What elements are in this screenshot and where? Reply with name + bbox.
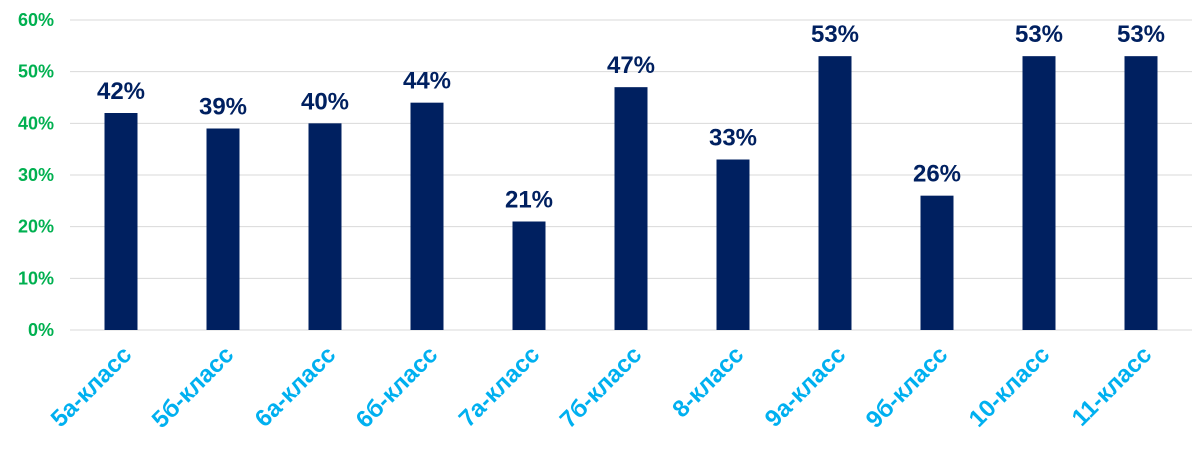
data-label: 40% [301,88,349,115]
data-label: 53% [811,21,859,48]
x-tick-label: 5б-класс [147,341,239,433]
bar [308,123,342,330]
y-tick-label: 60% [18,10,54,30]
bar [104,113,138,330]
x-tick-label: 8-класс [667,341,749,423]
x-tick-label: 7а-класс [454,341,545,432]
x-tick-label: 9б-класс [861,341,953,433]
data-label: 42% [97,78,145,105]
bar [818,56,852,331]
x-tick-label: 7б-класс [555,341,647,433]
x-tick-label: 9а-класс [760,341,851,432]
bar [716,159,750,330]
y-tick-label: 10% [18,268,54,288]
bar [512,221,546,330]
y-tick-label: 50% [18,62,54,82]
data-label: 53% [1117,21,1165,48]
bar [1022,56,1056,331]
data-labels: 42% 39% 40% 44% 21% 47% 33% 53% 26% 53% 53% [97,21,1165,213]
y-tick-label: 20% [18,217,54,237]
bar [920,195,954,330]
bars [104,56,1158,331]
data-label: 47% [607,52,655,79]
x-tick-label: 6б-класс [351,341,443,433]
y-tick-label: 40% [18,113,54,133]
data-label: 39% [199,94,247,121]
bar [1124,56,1158,331]
data-label: 44% [403,68,451,95]
x-axis-tick-labels: 5а-класс 5б-класс 6а-класс 6б-класс 7а-класс… [46,341,1157,433]
data-label: 26% [913,161,961,188]
bar [614,87,648,331]
x-tick-label: 6а-класс [250,341,341,432]
y-axis-tick-labels: 0% 10% 20% 30% 40% 50% 60% [18,10,54,340]
bar [206,128,240,330]
y-tick-label: 0% [28,320,54,340]
data-label: 53% [1015,21,1063,48]
y-tick-label: 30% [18,165,54,185]
x-tick-label: 10-класс [964,341,1055,432]
x-tick-label: 5а-класс [46,341,137,432]
x-tick-label: 11-класс [1067,341,1157,431]
data-label: 33% [709,125,757,152]
data-label: 21% [505,187,553,214]
bar [410,102,444,331]
